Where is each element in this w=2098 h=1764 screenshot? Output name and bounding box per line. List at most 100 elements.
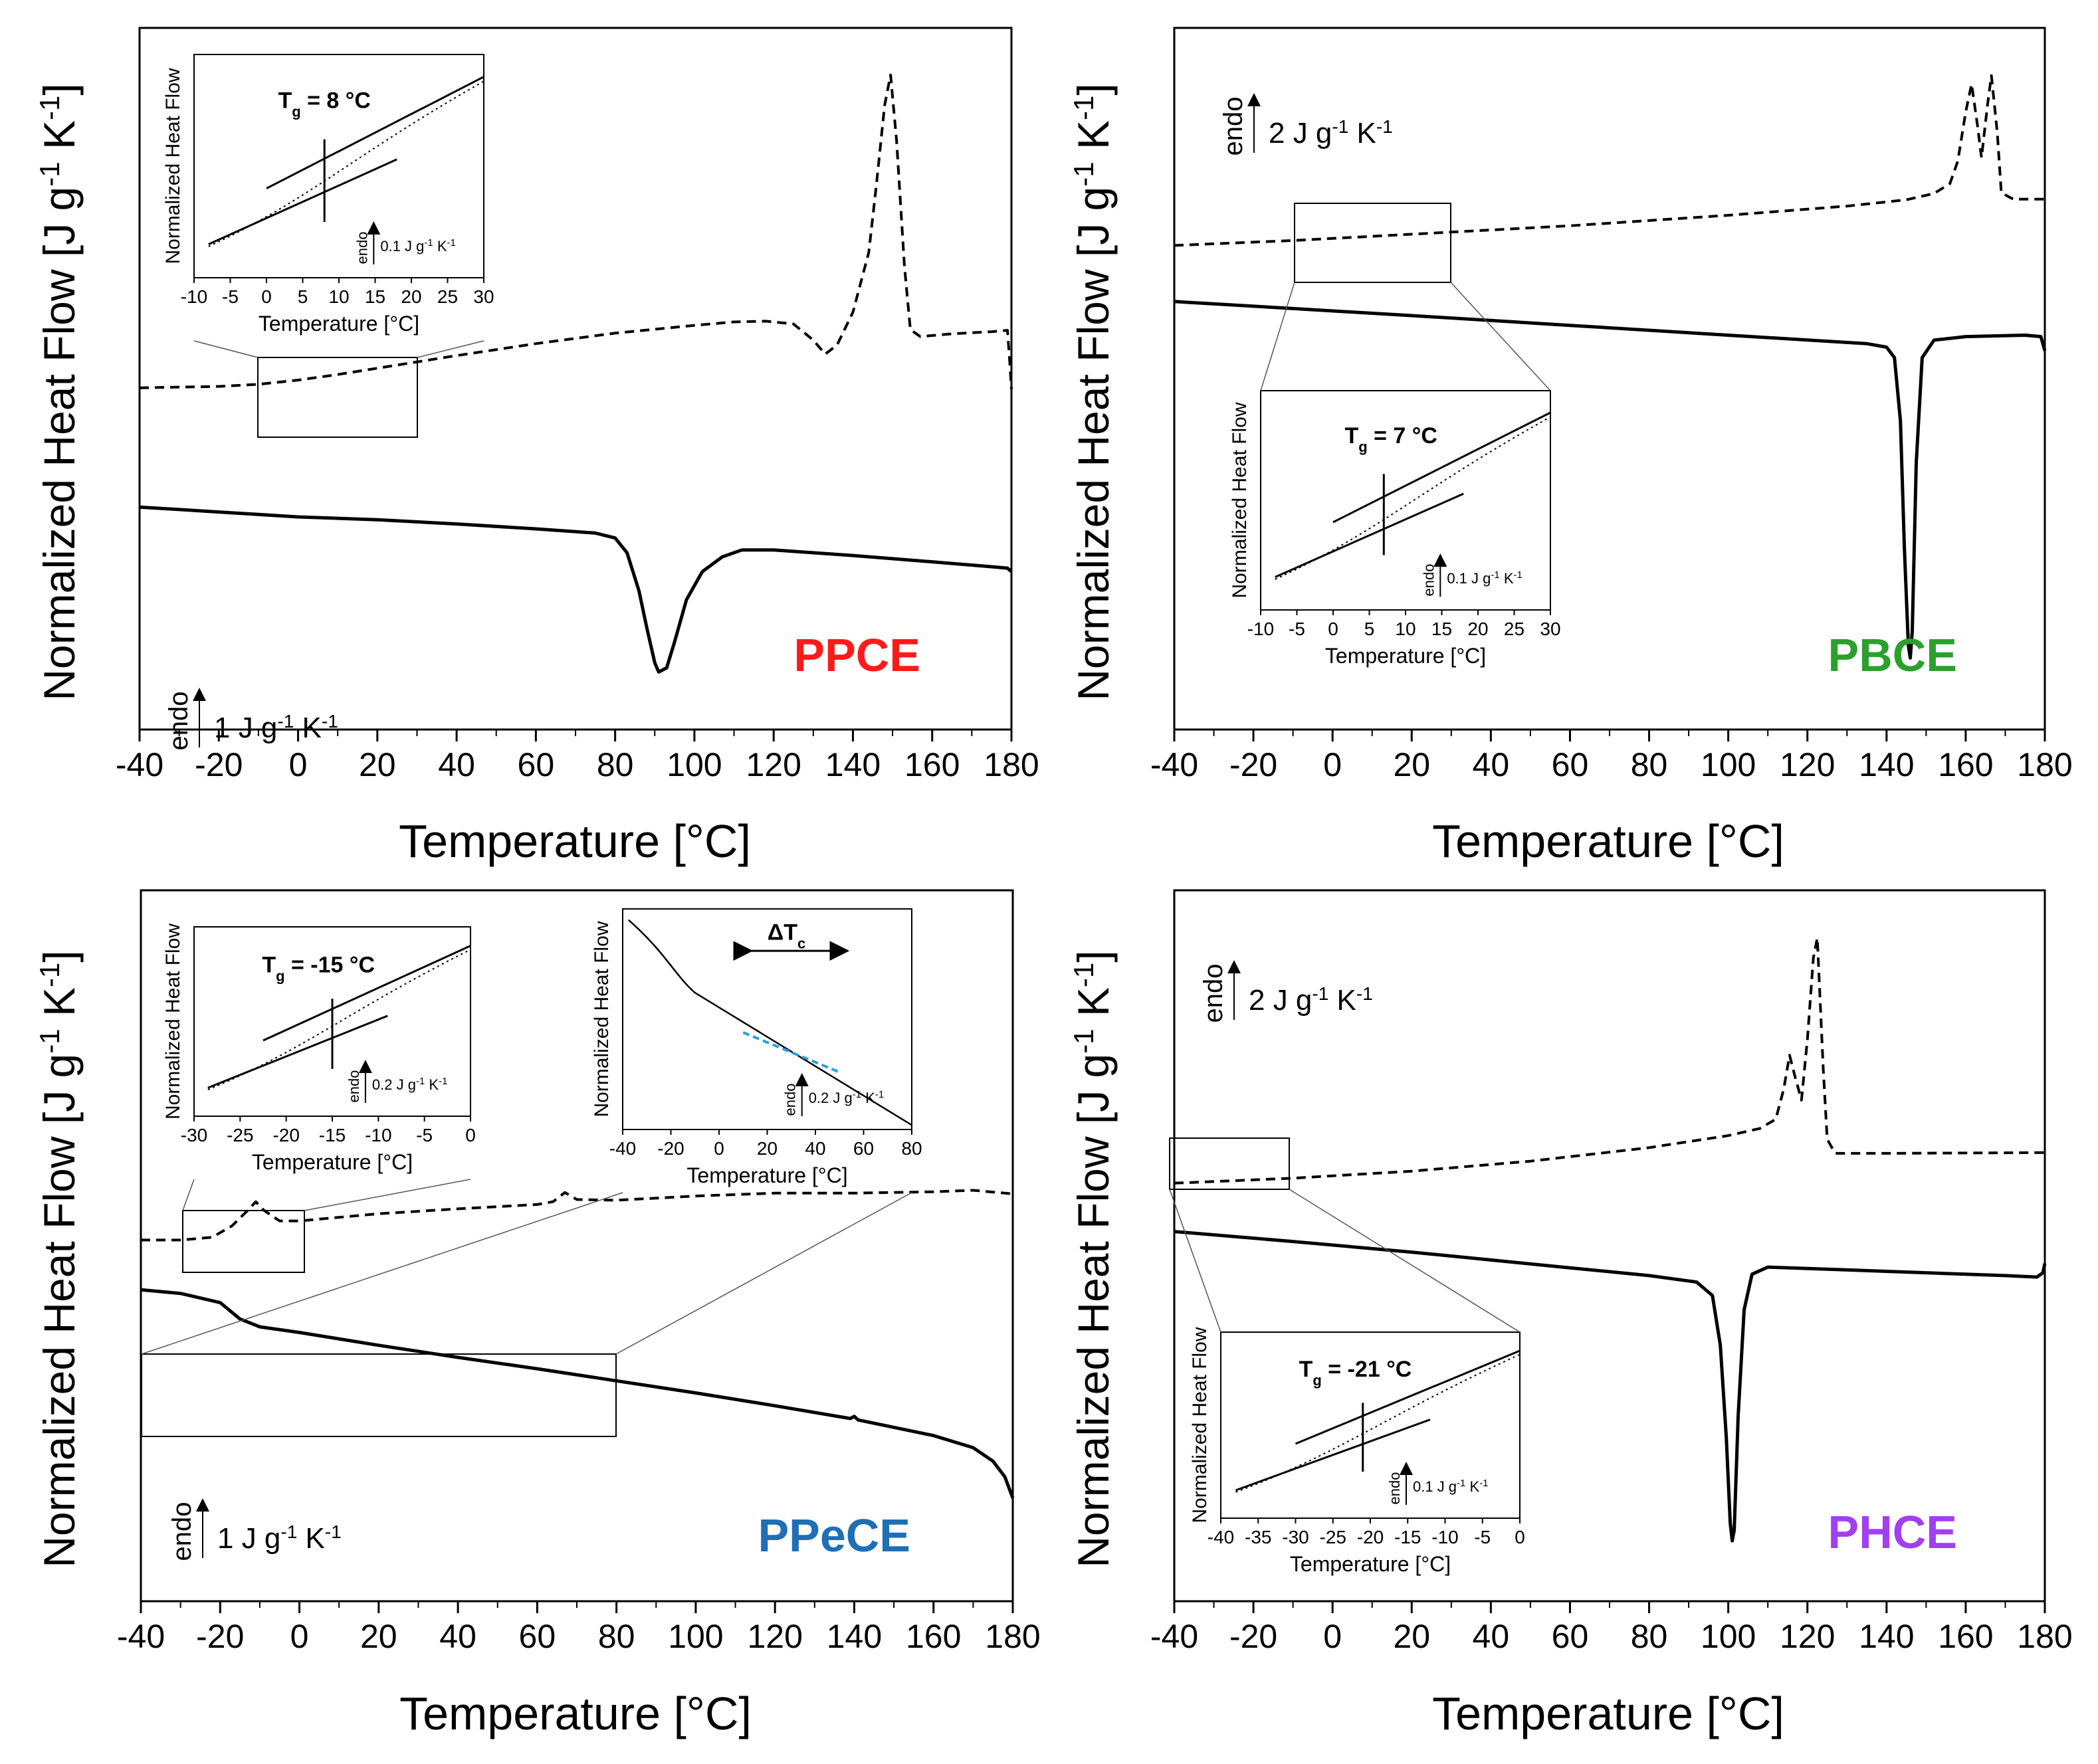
x-tick-label: 140 <box>1859 1618 1914 1655</box>
x-tick-label: 100 <box>1701 746 1756 783</box>
scale-sup: -1 <box>1312 983 1328 1004</box>
y-title-end: ] <box>35 83 84 95</box>
x-tick-label: 80 <box>1631 746 1668 783</box>
y-title-sup: -1 <box>1068 161 1099 186</box>
x-tick-label: 120 <box>1780 746 1835 783</box>
tg-T: T <box>1344 423 1358 448</box>
x-axis-title: Temperature [°C] <box>1432 815 1784 867</box>
x-tick-label: 160 <box>904 746 960 783</box>
inset-scale-k: K <box>1500 570 1514 587</box>
delta-annotation: ΔTc <box>768 920 805 951</box>
inset-x-tick-label: -20 <box>657 1138 684 1159</box>
x-tick-label: -20 <box>195 746 243 783</box>
baseline-low <box>1275 492 1464 578</box>
x-tick-label: 160 <box>1938 746 1993 783</box>
x-tick-label: 100 <box>668 1618 723 1655</box>
inset-scale-sup: -1 <box>439 1076 447 1087</box>
inset-x-tick-label: 0 <box>261 286 272 307</box>
x-tick-label: 40 <box>439 1618 476 1655</box>
inset-x-tick-label: -5 <box>1289 619 1305 639</box>
tg-sub: g <box>1358 439 1367 455</box>
inset-x-tick-label: 10 <box>328 286 349 307</box>
scale-sup: -1 <box>1332 116 1348 137</box>
x-tick-label: 80 <box>1631 1618 1668 1655</box>
y-title-k: K <box>35 120 84 161</box>
inset-x-tick-label: -10 <box>1431 1527 1458 1547</box>
endo-label: endo <box>1219 97 1248 156</box>
x-tick-label: 0 <box>290 1618 309 1655</box>
zoom-connector <box>1169 1189 1221 1333</box>
scale-main: 2 J g <box>1269 117 1332 149</box>
scale-main: 2 J g <box>1249 984 1312 1017</box>
x-tick-label: 120 <box>746 746 801 783</box>
inset-x-tick-label: 5 <box>298 286 308 307</box>
inset-x-tick-label: 30 <box>1540 619 1560 639</box>
y-title-end: ] <box>35 950 84 962</box>
scale-main: 1 J g <box>214 712 277 744</box>
y-title-sup: -1 <box>1068 96 1099 120</box>
scale-sup: -1 <box>277 711 294 732</box>
x-tick-label: 140 <box>825 746 881 783</box>
inset-scale-main: 0.1 J g <box>380 238 424 254</box>
y-title-sup: -1 <box>34 161 65 186</box>
inset-x-tick-label: 25 <box>1504 619 1524 639</box>
scale-sup: -1 <box>1376 116 1393 137</box>
scale-sup: -1 <box>325 1521 342 1542</box>
inset-scale-label: 0.2 J g-1 K-1 <box>809 1089 885 1107</box>
x-tick-label: 180 <box>985 1618 1040 1655</box>
inset-scale-main: 0.2 J g <box>809 1090 853 1106</box>
tg-T: T <box>1299 1357 1313 1382</box>
zoom-connector <box>1260 282 1295 391</box>
scale-sup: -1 <box>322 711 338 732</box>
scale-main: 1 J g <box>217 1522 280 1555</box>
inset-y-title: Normalized Heat Flow <box>1189 1327 1211 1523</box>
zoom-connector <box>1450 282 1551 391</box>
zoom-connector <box>141 1192 623 1355</box>
inset-scale-sup: -1 <box>1514 569 1522 581</box>
baseline-low <box>1235 1419 1431 1492</box>
tg-value: = 7 °C <box>1368 423 1437 448</box>
inset-scale-label: 0.1 J g-1 K-1 <box>380 237 456 255</box>
x-tick-label: 60 <box>1552 746 1589 783</box>
tg-sub: g <box>1312 1372 1321 1389</box>
inset-x-tick-label: -20 <box>1357 1527 1384 1547</box>
inset-scale-k: K <box>861 1090 875 1106</box>
inset-y-title: Normalized Heat Flow <box>591 921 613 1117</box>
scale-k: K <box>294 712 322 744</box>
inset-x-tick-label: 0 <box>1515 1527 1525 1547</box>
zoom-box <box>1294 203 1451 283</box>
inset-x-tick-label: -5 <box>416 1125 433 1145</box>
inset-x-tick-label: -40 <box>609 1138 636 1159</box>
inset-x-title: Temperature [°C] <box>252 1150 413 1174</box>
inset-scale-k: K <box>1465 1478 1479 1495</box>
inset-x-title: Temperature [°C] <box>1290 1552 1451 1576</box>
y-title-sup: -1 <box>1068 963 1099 987</box>
x-tick-label: -40 <box>116 746 163 783</box>
endo-label: endo <box>1199 964 1228 1023</box>
inset-x-tick-label: -5 <box>222 286 239 307</box>
x-tick-label: -40 <box>1150 1618 1198 1655</box>
inset-x-tick-label: 0 <box>1328 619 1338 639</box>
inset-y-title: Normalized Heat Flow <box>1229 402 1251 598</box>
baseline-low <box>207 1015 388 1089</box>
inset-x-tick-label: 0 <box>714 1138 724 1159</box>
x-tick-label: 100 <box>1701 1618 1756 1655</box>
inset-x-tick-label: 15 <box>365 286 385 307</box>
y-title-main: Normalized Heat Flow [J g <box>35 187 84 701</box>
y-axis-title: Normalized Heat Flow [J g-1 K-1] <box>34 950 84 1567</box>
x-tick-label: 0 <box>1323 1618 1342 1655</box>
endo-label: endo <box>164 692 193 751</box>
inset-scale-sup: -1 <box>1457 1478 1465 1489</box>
phce-heating-curve <box>1174 936 2046 1185</box>
inset-x-tick-label: 20 <box>401 286 421 307</box>
x-tick-label: 160 <box>1938 1618 1993 1655</box>
x-tick-label: 180 <box>984 746 1039 783</box>
x-tick-label: 180 <box>2017 1618 2072 1655</box>
pbce-cooling-curve <box>1174 300 2047 660</box>
x-tick-label: -40 <box>1150 746 1198 783</box>
inset-x-title: Temperature [°C] <box>1325 644 1486 668</box>
inset-x-tick-label: 25 <box>437 286 458 307</box>
y-title-sup: -1 <box>34 1029 65 1053</box>
inset-x-tick-label: 5 <box>1364 619 1375 639</box>
